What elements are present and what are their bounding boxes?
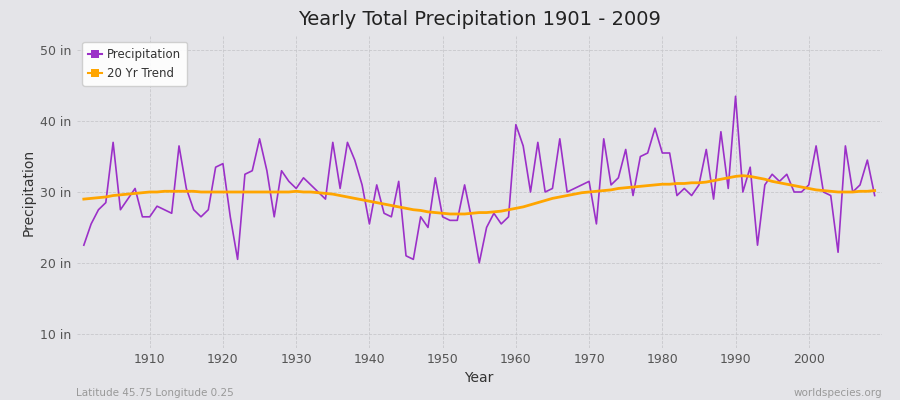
- Y-axis label: Precipitation: Precipitation: [22, 148, 36, 236]
- Title: Yearly Total Precipitation 1901 - 2009: Yearly Total Precipitation 1901 - 2009: [298, 10, 661, 29]
- Text: Latitude 45.75 Longitude 0.25: Latitude 45.75 Longitude 0.25: [76, 388, 234, 398]
- Text: worldspecies.org: worldspecies.org: [794, 388, 882, 398]
- Legend: Precipitation, 20 Yr Trend: Precipitation, 20 Yr Trend: [83, 42, 187, 86]
- X-axis label: Year: Year: [464, 372, 494, 386]
